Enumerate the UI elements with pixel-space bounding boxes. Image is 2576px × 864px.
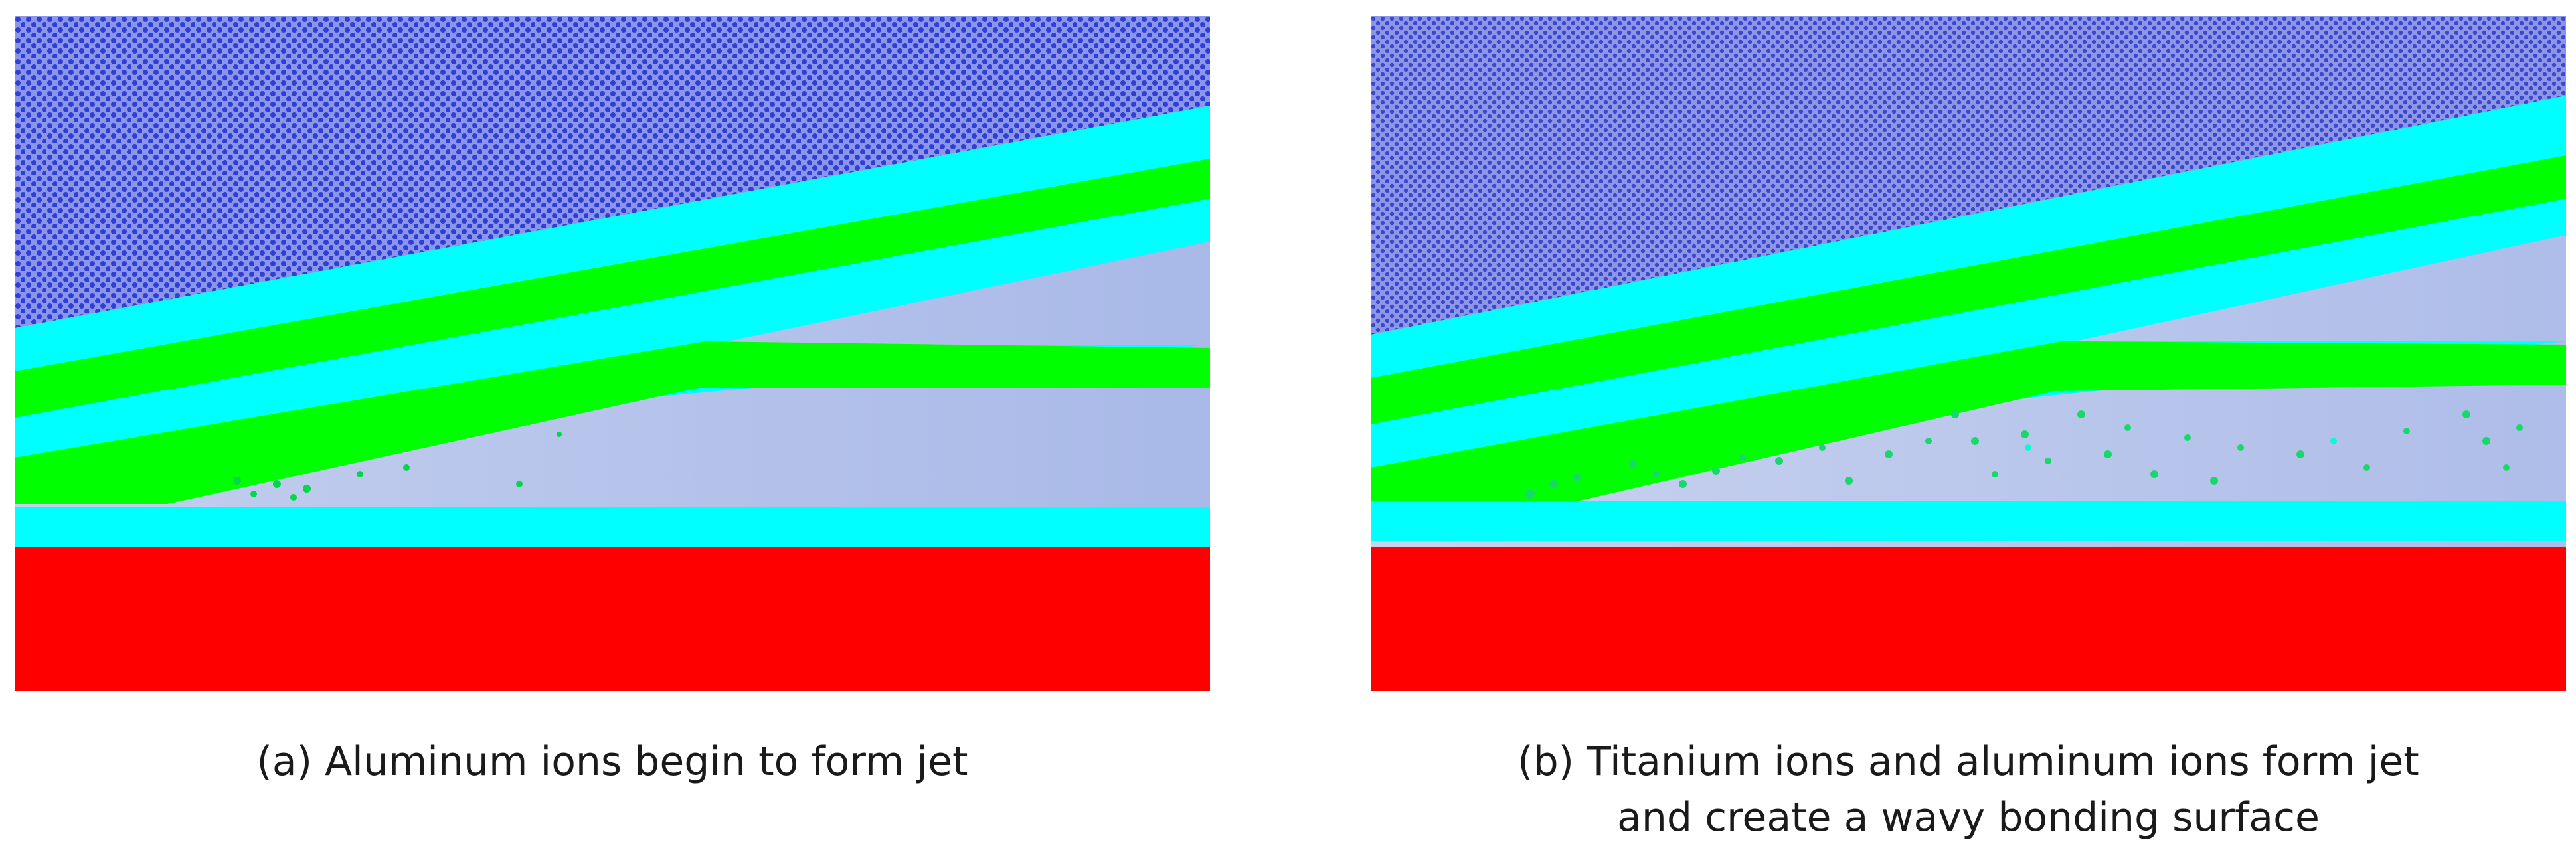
interface-layer-1	[15, 106, 1210, 371]
simulation-panel-b	[1371, 16, 2566, 691]
interface-layer-bottom	[15, 507, 1210, 547]
jet-particles	[233, 432, 562, 501]
jet-ion-band-2	[15, 341, 1210, 504]
caption-b-line-2: and create a wavy bonding surface	[1617, 794, 2320, 841]
simulation-image-b	[1371, 16, 2566, 691]
simulation-image-a	[15, 16, 1210, 691]
jet-ion-band-1	[1371, 155, 2566, 424]
caption-b: (b) Titanium ions and aluminum ions form…	[1371, 734, 2566, 845]
interface-layer-2	[15, 199, 1210, 458]
base-plate	[15, 547, 1210, 691]
caption-a: (a) Aluminum ions begin to form jet	[15, 734, 1210, 790]
upper-plate-atoms	[1371, 16, 2566, 335]
interface-layer-bottom	[1371, 501, 2566, 541]
upper-plate-atoms	[15, 16, 1210, 328]
caption-b-line-1: (b) Titanium ions and aluminum ions form…	[1517, 738, 2419, 785]
jet-ion-band-1	[15, 159, 1210, 418]
simulation-panel-a	[15, 16, 1210, 691]
jet-ion-band-2	[1371, 341, 2566, 511]
interface-layer-1	[1371, 96, 2566, 378]
jet-particles	[1525, 410, 2523, 499]
interface-layer-2	[1371, 199, 2566, 468]
base-plate	[1371, 547, 2566, 691]
caption-a-line-1: (a) Aluminum ions begin to form jet	[256, 738, 968, 785]
